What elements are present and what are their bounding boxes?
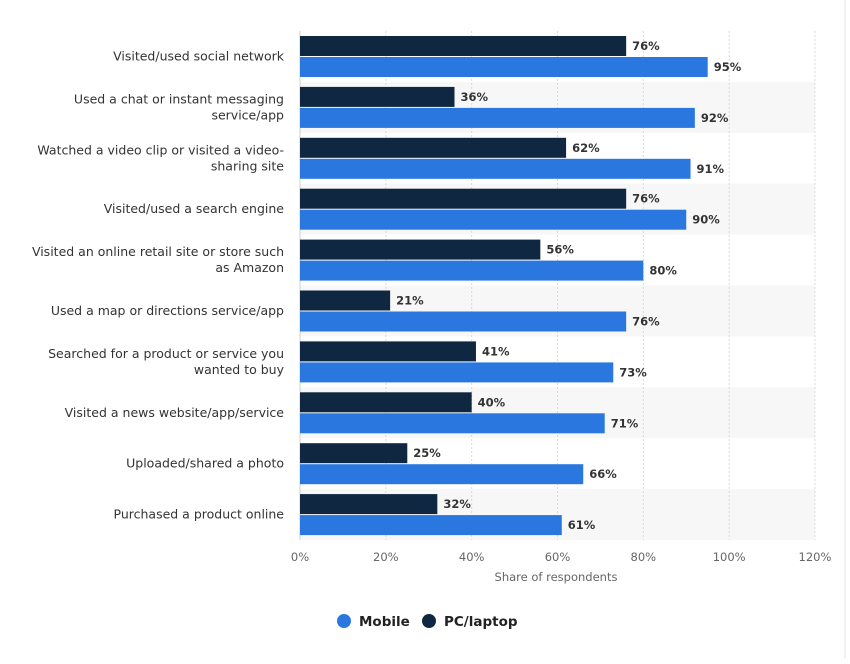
tick-label: 100%	[713, 550, 746, 564]
tick-label: 80%	[631, 550, 657, 564]
bar-pc-laptop	[300, 137, 567, 158]
bar-pc-laptop	[300, 290, 391, 311]
value-label: 66%	[589, 467, 617, 481]
value-label: 91%	[697, 162, 725, 176]
legend-label: PC/laptop	[444, 614, 518, 630]
value-label: 62%	[572, 141, 600, 155]
bar-pc-laptop	[300, 36, 627, 56]
x-axis-ticks: 0% 20% 40% 60% 80% 100% 120%	[291, 550, 832, 564]
tick-label: 0%	[291, 550, 309, 564]
category-label: wanted to buy	[194, 362, 285, 377]
category-labels: Visited/used social network Used a chat o…	[32, 49, 285, 522]
category-label: Watched a video clip or visited a video-	[37, 142, 284, 157]
value-labels: 76% 95% 36% 92% 62% 91% 76% 90% 56% 80% 21% 76% 41% 7…	[396, 39, 742, 532]
category-label: Searched for a product or service you	[48, 346, 284, 361]
bar-mobile	[300, 515, 562, 536]
bar-pc-laptop	[300, 188, 627, 209]
bar-mobile	[300, 413, 605, 434]
bar-mobile	[300, 209, 687, 230]
category-label: Visited an online retail site or store s…	[32, 244, 284, 259]
category-label: as Amazon	[215, 260, 284, 275]
value-label: 90%	[692, 213, 720, 227]
value-label: 41%	[482, 344, 510, 358]
category-label: Purchased a product online	[114, 507, 285, 522]
value-label: 92%	[701, 111, 729, 125]
legend-label: Mobile	[359, 614, 410, 630]
bar-mobile	[300, 260, 644, 281]
value-label: 71%	[611, 416, 639, 430]
bar-mobile	[300, 57, 708, 77]
value-label: 56%	[546, 243, 574, 257]
category-label: Uploaded/shared a photo	[126, 456, 284, 471]
bar-mobile	[300, 362, 614, 383]
tick-label: 60%	[545, 550, 571, 564]
bar-pc-laptop	[300, 443, 408, 464]
bar-pc-laptop	[300, 392, 472, 413]
category-label: sharing site	[211, 158, 284, 173]
category-label: Used a map or directions service/app	[51, 303, 284, 318]
value-label: 76%	[632, 192, 660, 206]
x-axis-title: Share of respondents	[495, 570, 618, 584]
bar-pc-laptop	[300, 494, 438, 515]
bar-pc-laptop	[300, 341, 476, 362]
bar-mobile	[300, 311, 627, 332]
category-label: Used a chat or instant messaging	[74, 91, 284, 106]
category-label: Visited/used a search engine	[104, 201, 285, 216]
tick-label: 120%	[799, 550, 832, 564]
value-label: 21%	[396, 294, 424, 308]
bar-mobile	[300, 158, 691, 179]
value-label: 73%	[619, 365, 647, 379]
value-label: 32%	[443, 497, 471, 511]
value-label: 36%	[461, 90, 489, 104]
value-label: 25%	[413, 446, 441, 460]
category-label: service/app	[211, 107, 284, 122]
category-label: Visited/used social network	[113, 49, 285, 64]
value-label: 76%	[632, 315, 660, 329]
bars	[300, 36, 708, 536]
value-label: 76%	[632, 39, 660, 53]
category-label: Visited a news website/app/service	[65, 405, 285, 420]
bar-pc-laptop	[300, 86, 455, 107]
legend-marker	[337, 614, 351, 628]
value-label: 61%	[568, 518, 596, 532]
legend: Mobile PC/laptop	[337, 0, 846, 659]
bar-pc-laptop	[300, 239, 541, 260]
value-label: 40%	[478, 395, 506, 409]
tick-label: 20%	[373, 550, 399, 564]
bar-mobile	[300, 107, 695, 128]
tick-label: 40%	[459, 550, 485, 564]
value-label: 95%	[714, 60, 742, 74]
bar-mobile	[300, 464, 584, 485]
legend-marker	[422, 614, 436, 628]
value-label: 80%	[649, 264, 677, 278]
